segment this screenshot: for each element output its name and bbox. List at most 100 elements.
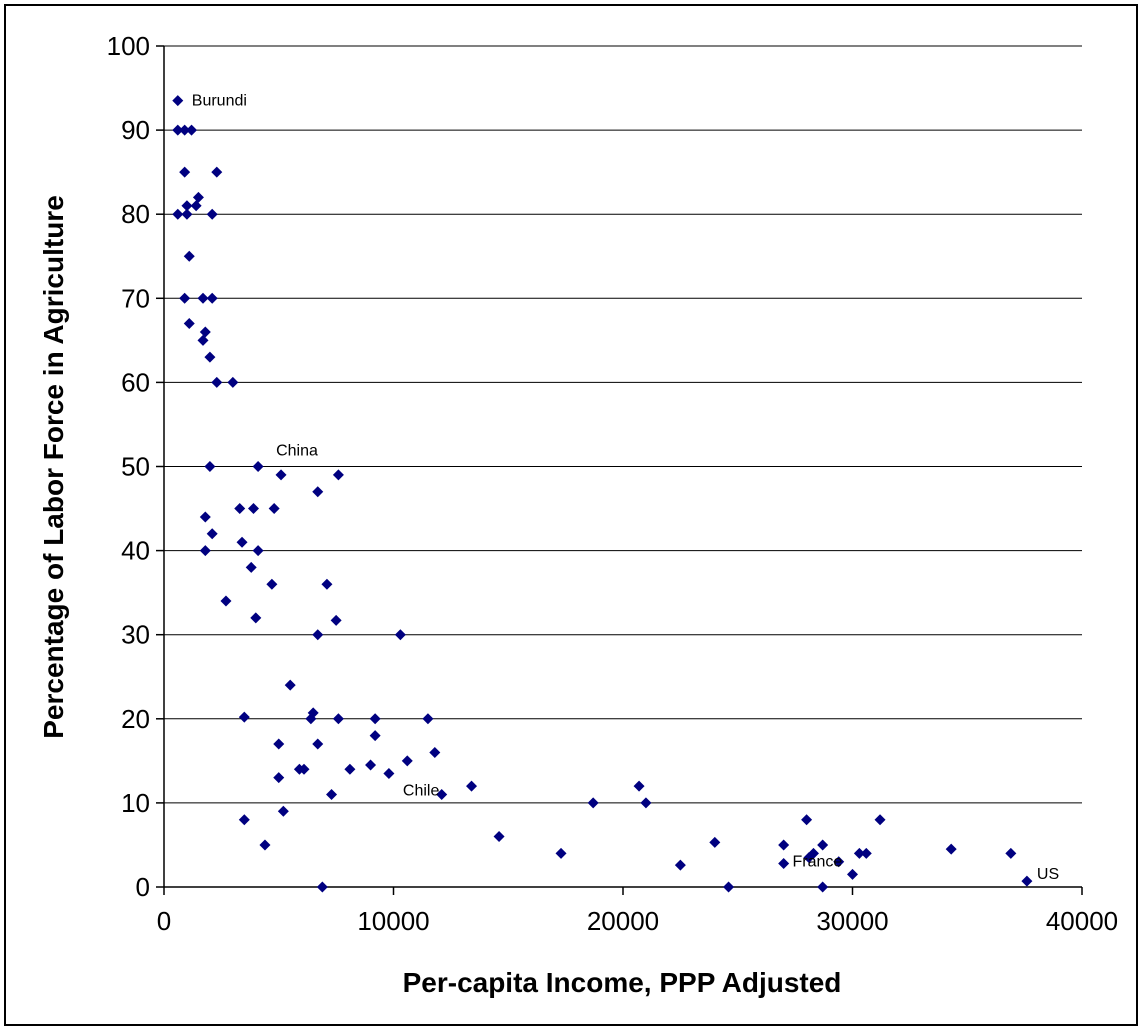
data-point — [206, 528, 218, 540]
data-point — [332, 713, 344, 725]
y-tick-label: 100 — [107, 31, 150, 61]
y-axis-title: Percentage of Labor Force in Agriculture — [38, 195, 69, 739]
data-point — [204, 461, 216, 472]
data-point — [369, 713, 381, 725]
data-point — [179, 124, 191, 136]
data-point — [238, 711, 250, 723]
gridlines — [164, 45, 1082, 804]
data-point — [305, 713, 317, 725]
data-point — [778, 857, 790, 869]
data-point — [250, 612, 262, 624]
data-point — [259, 839, 271, 851]
data-point — [252, 461, 264, 472]
data-point — [326, 788, 338, 800]
data-point — [803, 852, 815, 864]
data-point — [298, 763, 310, 775]
data-point — [211, 376, 223, 388]
data-point — [817, 881, 829, 893]
data-point — [227, 376, 239, 388]
data-point — [284, 679, 296, 691]
y-tick-labels: 0 10 20 30 40 50 60 70 80 90 100 — [107, 31, 150, 902]
data-point — [674, 859, 686, 871]
y-tick-label: 90 — [121, 115, 150, 145]
data-point — [186, 124, 198, 136]
data-point — [493, 831, 505, 843]
data-point — [312, 629, 324, 641]
data-point — [273, 772, 285, 784]
data-point — [179, 166, 191, 178]
y-tick-label: 40 — [121, 536, 150, 566]
annotations: Burundi China Chile France US — [192, 93, 1059, 883]
annotation-label: Burundi — [192, 93, 247, 110]
data-point — [847, 868, 858, 880]
data-point — [199, 545, 211, 557]
data-point — [312, 486, 324, 498]
data-point — [778, 839, 790, 851]
annotation-label: Chile — [403, 782, 440, 799]
data-point — [268, 503, 280, 515]
data-point — [316, 881, 328, 893]
data-point — [369, 730, 381, 742]
data-point — [401, 755, 413, 767]
data-point — [197, 292, 209, 304]
x-tick-label: 40000 — [1046, 906, 1118, 936]
data-point — [172, 208, 184, 220]
data-point — [206, 292, 218, 304]
y-tick-label: 0 — [136, 872, 150, 902]
data-point — [252, 545, 264, 557]
x-tick-label: 30000 — [816, 906, 888, 936]
data-point — [183, 250, 195, 262]
annotation-label: France — [793, 853, 843, 870]
data-point — [1005, 847, 1017, 859]
y-tick-label: 20 — [121, 704, 150, 734]
data-point — [640, 797, 652, 809]
data-point — [817, 839, 829, 851]
data-point — [833, 856, 845, 868]
data-point — [172, 95, 184, 107]
data-point — [204, 351, 216, 363]
data-point — [945, 843, 957, 855]
y-tick-label: 10 — [121, 788, 150, 818]
data-point — [587, 797, 599, 809]
data-point — [181, 200, 193, 212]
x-axis-title: Per-capita Income, PPP Adjusted — [403, 967, 842, 998]
data-point — [321, 578, 333, 590]
data-point — [273, 738, 285, 750]
data-point — [277, 805, 289, 817]
data-point — [220, 595, 232, 607]
data-point — [383, 767, 395, 779]
data-point — [344, 763, 356, 775]
chart-frame — [4, 4, 1138, 1026]
x-tick-labels: 0 10000 20000 30000 40000 — [157, 906, 1118, 936]
data-point — [192, 191, 204, 203]
data-point — [1021, 875, 1033, 887]
data-point — [633, 780, 645, 792]
data-point — [801, 814, 813, 826]
data-point — [275, 469, 287, 481]
data-point — [555, 847, 567, 859]
annotation-label: US — [1037, 866, 1059, 883]
x-tick-label: 0 — [157, 906, 171, 936]
data-point — [394, 629, 406, 641]
y-tick-label: 70 — [121, 283, 150, 313]
data-point — [860, 847, 872, 859]
data-point — [234, 503, 246, 515]
axes — [156, 45, 1083, 895]
x-tick-label: 20000 — [587, 906, 659, 936]
data-point — [365, 759, 377, 771]
data-point — [874, 814, 886, 826]
data-point — [206, 208, 218, 220]
data-point — [172, 124, 184, 136]
data-point — [709, 836, 721, 848]
y-tick-label: 50 — [121, 452, 150, 482]
data-point — [436, 788, 448, 800]
y-tick-label: 80 — [121, 199, 150, 229]
data-point — [332, 469, 344, 481]
data-point — [466, 780, 478, 792]
data-point — [422, 713, 434, 725]
data-point — [181, 208, 193, 220]
data-point — [238, 814, 250, 826]
data-point — [179, 292, 191, 304]
x-tick-label: 10000 — [357, 906, 429, 936]
